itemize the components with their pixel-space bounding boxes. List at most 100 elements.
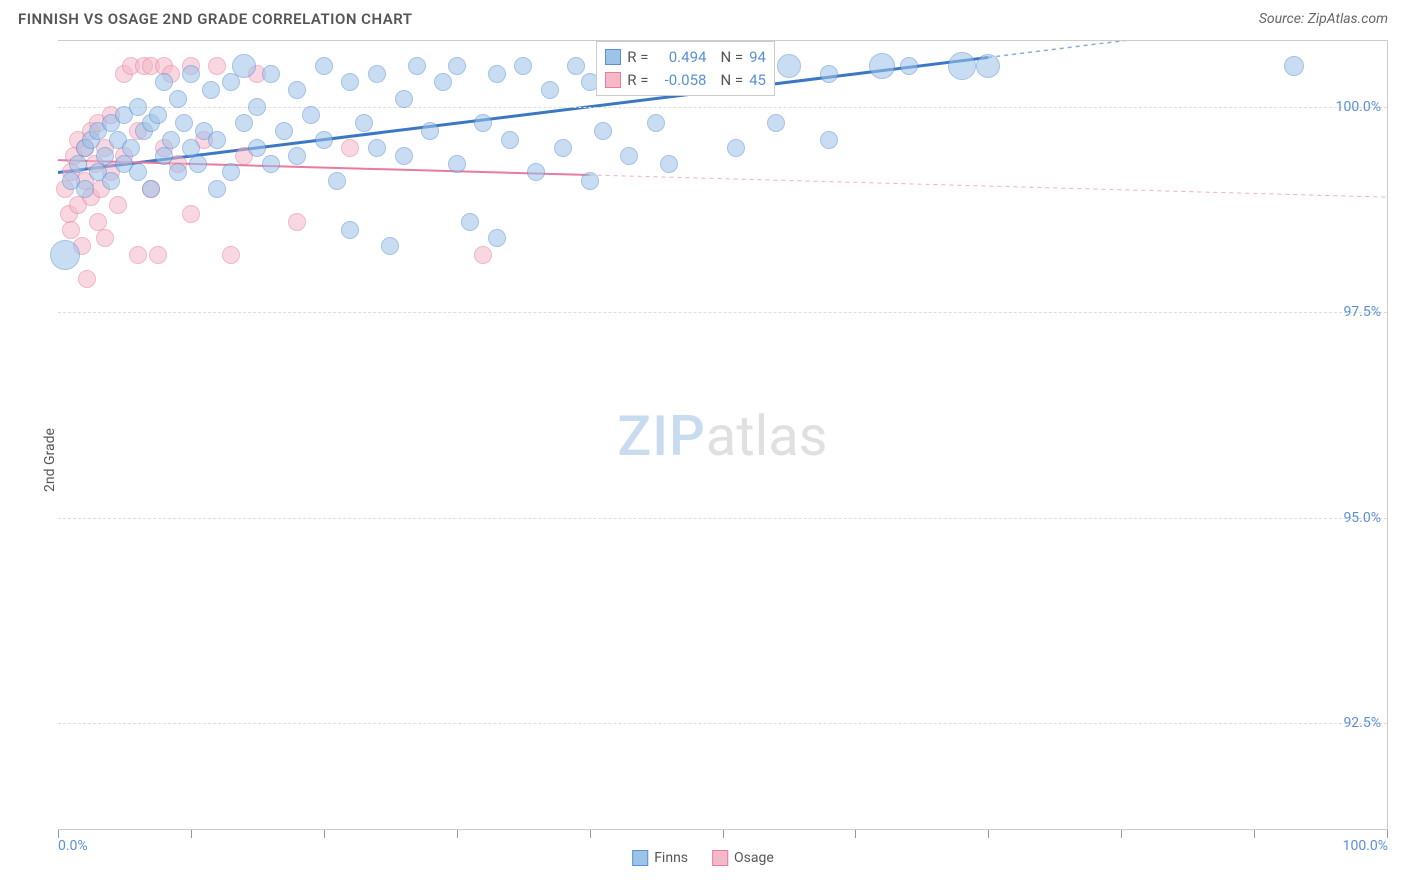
data-point	[129, 163, 147, 181]
x-tick	[723, 830, 724, 838]
data-point	[96, 229, 114, 247]
data-point	[262, 155, 280, 173]
data-point	[341, 139, 359, 157]
legend-item: Finns	[632, 850, 688, 866]
stats-row: R =-0.058N =45	[605, 69, 766, 92]
chart-container: 2nd Grade ZIPatlas 100.0% 97.5% 95.0% 92.5%…	[18, 40, 1388, 880]
stats-swatch	[605, 49, 621, 65]
data-point	[78, 270, 96, 288]
x-label-max: 100.0%	[1343, 838, 1388, 854]
data-point	[235, 114, 253, 132]
data-point	[222, 163, 240, 181]
data-point	[155, 73, 173, 91]
data-point	[302, 106, 320, 124]
data-point	[341, 221, 359, 239]
data-point	[421, 122, 439, 140]
legend-item: Osage	[712, 850, 774, 866]
data-point	[368, 139, 386, 157]
data-point	[288, 213, 306, 231]
data-point	[262, 65, 280, 83]
data-point	[355, 114, 373, 132]
data-point	[976, 54, 1000, 78]
x-tick	[1254, 830, 1255, 838]
data-point	[182, 139, 200, 157]
data-point	[448, 155, 466, 173]
data-point	[169, 163, 187, 181]
data-point	[647, 114, 665, 132]
data-point	[202, 81, 220, 99]
x-tick	[191, 830, 192, 838]
data-point	[315, 131, 333, 149]
data-point	[554, 139, 572, 157]
data-point	[381, 237, 399, 255]
x-tick	[457, 830, 458, 838]
legend-swatch	[632, 850, 648, 866]
trend-lines	[58, 41, 1387, 830]
stats-n-label: N =	[720, 69, 743, 92]
data-point	[122, 139, 140, 157]
x-tick	[590, 830, 591, 838]
y-tick-label: 92.5%	[1343, 715, 1381, 731]
data-point	[189, 155, 207, 173]
data-point	[368, 65, 386, 83]
data-point	[76, 180, 94, 198]
data-point	[109, 196, 127, 214]
data-point	[232, 54, 256, 78]
stats-n-value: 45	[749, 69, 766, 92]
data-point	[869, 53, 895, 79]
data-point	[208, 57, 226, 75]
watermark: ZIPatlas	[617, 403, 827, 469]
watermark-atlas: atlas	[706, 403, 828, 469]
x-tick	[324, 830, 325, 838]
gridline-h	[58, 518, 1387, 519]
data-point	[434, 73, 452, 91]
data-point	[62, 221, 80, 239]
data-point	[501, 131, 519, 149]
stats-r-label: R =	[627, 46, 648, 69]
chart-title: FINNISH VS OSAGE 2ND GRADE CORRELATION C…	[18, 10, 413, 28]
data-point	[488, 229, 506, 247]
x-tick	[1121, 830, 1122, 838]
data-point	[527, 163, 545, 181]
data-point	[567, 57, 585, 75]
data-point	[948, 52, 976, 80]
data-point	[474, 114, 492, 132]
data-point	[129, 98, 147, 116]
data-point	[461, 213, 479, 231]
data-point	[820, 65, 838, 83]
legend: Finns Osage	[632, 850, 774, 866]
stats-box: R =0.494N =94R =-0.058N =45	[596, 41, 775, 96]
data-point	[208, 131, 226, 149]
legend-label: Osage	[734, 850, 774, 866]
legend-label: Finns	[654, 850, 688, 866]
data-point	[900, 57, 918, 75]
data-point	[474, 246, 492, 264]
y-tick-label: 97.5%	[1343, 304, 1381, 320]
data-point	[149, 246, 167, 264]
y-axis-label: 2nd Grade	[42, 428, 58, 492]
legend-swatch	[712, 850, 728, 866]
data-point	[69, 155, 87, 173]
stats-n-value: 94	[749, 46, 766, 69]
data-point	[660, 155, 678, 173]
data-point	[408, 57, 426, 75]
data-point	[169, 90, 187, 108]
data-point	[328, 172, 346, 190]
data-point	[767, 114, 785, 132]
data-point	[727, 139, 745, 157]
data-point	[514, 57, 532, 75]
stats-n-label: N =	[720, 46, 743, 69]
data-point	[777, 54, 801, 78]
data-point	[395, 147, 413, 165]
data-point	[182, 205, 200, 223]
stats-row: R = 0.494 N = 94	[605, 46, 766, 69]
data-point	[594, 122, 612, 140]
data-point	[89, 213, 107, 231]
y-tick-label: 95.0%	[1343, 510, 1381, 526]
x-label-min: 0.0%	[58, 838, 88, 854]
stats-r-value: 0.494	[654, 46, 706, 69]
data-point	[149, 106, 167, 124]
data-point	[175, 114, 193, 132]
data-point	[208, 180, 226, 198]
data-point	[820, 131, 838, 149]
